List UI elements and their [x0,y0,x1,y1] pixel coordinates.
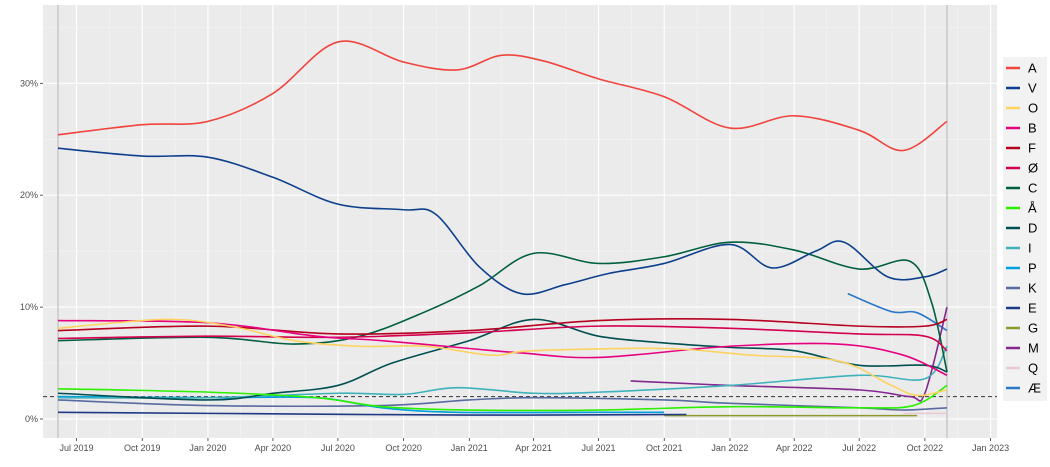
series-line-Å [57,384,948,412]
legend-label: A [1028,61,1037,76]
series-line-B [57,319,948,377]
series-line-O [57,318,948,397]
event-lines [43,5,997,438]
x-tick-label: Oct 2021 [646,443,683,453]
x-tick-label: Jan 2020 [189,443,226,453]
x-tick-label: Oct 2019 [124,443,161,453]
x-tick-label: Jan 2022 [711,443,748,453]
legend-label: B [1028,121,1037,136]
legend-label: Æ [1028,381,1041,396]
x-tick-label: Jul 2022 [842,443,876,453]
plot-background [43,5,997,438]
series-line-M [630,306,948,402]
y-tick-label: 20% [20,190,38,200]
legend-label: M [1028,341,1039,356]
x-tick-label: Jul 2020 [321,443,355,453]
y-tick-label: 30% [20,78,38,88]
legend-label: E [1028,301,1037,316]
series-line-V [57,147,948,296]
series-line-A [57,40,948,152]
x-tick-label: Apr 2022 [776,443,813,453]
x-tick-label: Oct 2022 [907,443,944,453]
x-axis: Jul 2019 Oct 2019 Jan 2020 Apr 2020 Jul 2020… [60,438,1009,453]
series-line-C [57,241,948,373]
x-tick-label: Jul 2021 [582,443,616,453]
x-tick-label: Jan 2021 [451,443,488,453]
x-tick-label: Oct 2020 [385,443,422,453]
legend-label: I [1028,241,1032,256]
legend-label: V [1028,81,1037,96]
y-axis: 0% 10% 20% 30% [20,78,43,424]
series-line-Æ [847,292,948,332]
legend-label: G [1028,321,1038,336]
legend-label: Ø [1028,161,1038,176]
y-tick-label: 0% [25,414,38,424]
x-tick-label: Jul 2019 [60,443,94,453]
series-line-F [57,318,948,335]
x-tick-label: Jan 2023 [972,443,1009,453]
legend-label: O [1028,101,1038,116]
legend-label: F [1028,141,1036,156]
series-lines [57,40,948,417]
series-line-E [57,411,687,416]
gridlines [43,5,997,438]
series-line-Ø [57,325,948,352]
legend-label: C [1028,181,1037,196]
legend-label: Q [1028,361,1038,376]
legend-label: K [1028,281,1037,296]
legend-label: Å [1028,201,1037,216]
legend-label: P [1028,261,1037,276]
x-tick-label: Apr 2020 [255,443,292,453]
y-tick-label: 10% [20,302,38,312]
legend-label: D [1028,221,1037,236]
x-tick-label: Apr 2021 [515,443,552,453]
